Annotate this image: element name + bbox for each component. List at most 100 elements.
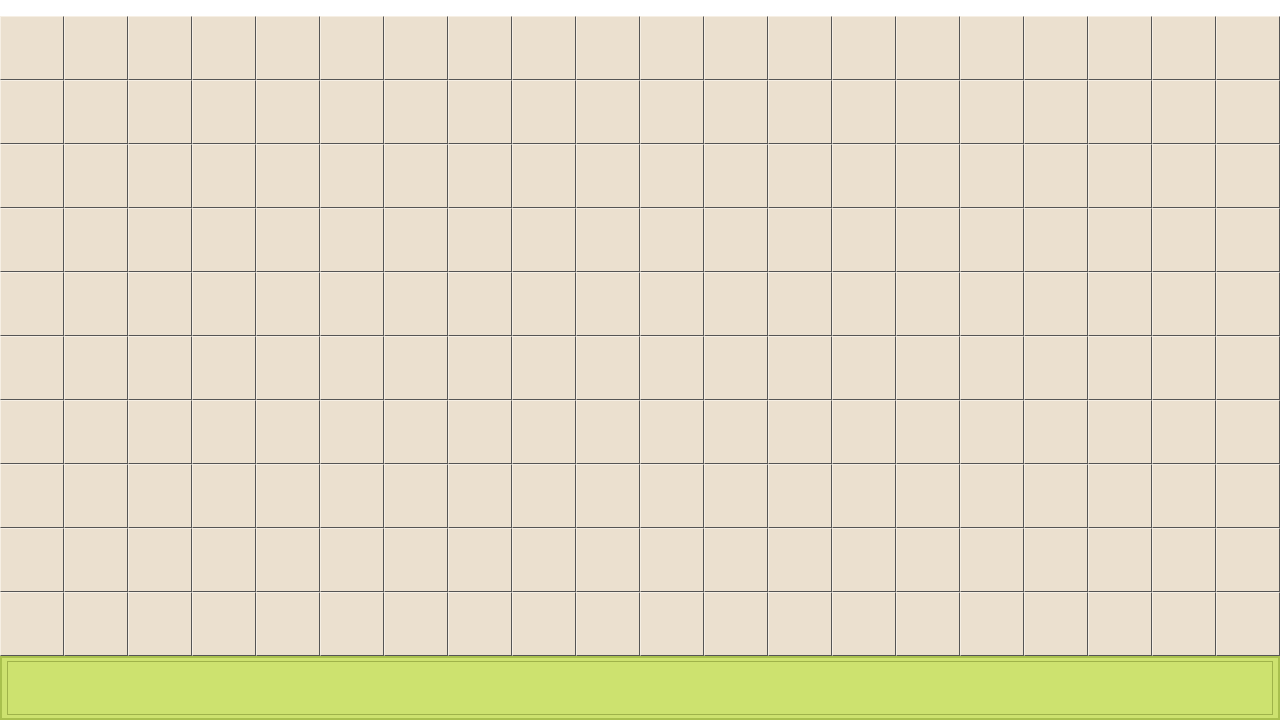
- board-cell[interactable]: [1024, 400, 1088, 464]
- board-cell[interactable]: [1088, 272, 1152, 336]
- board-cell[interactable]: [896, 272, 960, 336]
- board-cell[interactable]: [64, 528, 128, 592]
- board-cell[interactable]: [1024, 592, 1088, 656]
- board-cell[interactable]: [320, 400, 384, 464]
- board-cell[interactable]: [0, 272, 64, 336]
- board-cell[interactable]: [1088, 336, 1152, 400]
- board-cell[interactable]: [320, 144, 384, 208]
- board-cell[interactable]: [896, 464, 960, 528]
- board-cell[interactable]: [384, 144, 448, 208]
- board-cell[interactable]: [320, 336, 384, 400]
- board-cell[interactable]: [1024, 208, 1088, 272]
- board-cell[interactable]: [64, 592, 128, 656]
- board-cell[interactable]: [896, 336, 960, 400]
- board-cell[interactable]: [896, 208, 960, 272]
- board-cell[interactable]: [384, 208, 448, 272]
- board-cell[interactable]: [256, 144, 320, 208]
- board-cell[interactable]: [832, 400, 896, 464]
- board-cell[interactable]: [1216, 592, 1280, 656]
- board-cell[interactable]: [128, 272, 192, 336]
- board-cell[interactable]: [768, 272, 832, 336]
- board-cell[interactable]: [384, 592, 448, 656]
- board-cell[interactable]: [576, 80, 640, 144]
- board-cell[interactable]: [128, 592, 192, 656]
- board-cell[interactable]: [576, 336, 640, 400]
- board-cell[interactable]: [640, 272, 704, 336]
- board-cell[interactable]: [640, 336, 704, 400]
- board-cell[interactable]: [576, 272, 640, 336]
- board-cell[interactable]: [768, 464, 832, 528]
- board-cell[interactable]: [640, 208, 704, 272]
- board-cell[interactable]: [1024, 80, 1088, 144]
- board-cell[interactable]: [1024, 336, 1088, 400]
- board-cell[interactable]: [1024, 16, 1088, 80]
- board-cell[interactable]: [448, 336, 512, 400]
- board-cell[interactable]: [0, 400, 64, 464]
- board-cell[interactable]: [1216, 208, 1280, 272]
- board-cell[interactable]: [192, 336, 256, 400]
- board-cell[interactable]: [256, 16, 320, 80]
- board-cell[interactable]: [1088, 144, 1152, 208]
- board-cell[interactable]: [640, 16, 704, 80]
- board-cell[interactable]: [0, 80, 64, 144]
- board-cell[interactable]: [768, 80, 832, 144]
- board-cell[interactable]: [512, 16, 576, 80]
- board-cell[interactable]: [640, 144, 704, 208]
- board-cell[interactable]: [768, 208, 832, 272]
- board-cell[interactable]: [128, 144, 192, 208]
- board-cell[interactable]: [1088, 528, 1152, 592]
- board-cell[interactable]: [0, 464, 64, 528]
- board-cell[interactable]: [576, 592, 640, 656]
- board-cell[interactable]: [832, 336, 896, 400]
- board-cell[interactable]: [0, 528, 64, 592]
- board-cell[interactable]: [384, 80, 448, 144]
- board-cell[interactable]: [192, 16, 256, 80]
- board-cell[interactable]: [576, 208, 640, 272]
- board-cell[interactable]: [960, 400, 1024, 464]
- board-cell[interactable]: [320, 592, 384, 656]
- board-cell[interactable]: [448, 400, 512, 464]
- board-cell[interactable]: [832, 208, 896, 272]
- board-cell[interactable]: [704, 144, 768, 208]
- board-cell[interactable]: [320, 80, 384, 144]
- board-cell[interactable]: [64, 144, 128, 208]
- board-cell[interactable]: [384, 464, 448, 528]
- board-cell[interactable]: [704, 272, 768, 336]
- board-cell[interactable]: [768, 592, 832, 656]
- board-cell[interactable]: [704, 592, 768, 656]
- board-cell[interactable]: [128, 80, 192, 144]
- board-cell[interactable]: [960, 464, 1024, 528]
- board-cell[interactable]: [768, 528, 832, 592]
- board-cell[interactable]: [1152, 336, 1216, 400]
- board-cell[interactable]: [896, 80, 960, 144]
- board-cell[interactable]: [0, 208, 64, 272]
- board-cell[interactable]: [192, 592, 256, 656]
- board-cell[interactable]: [0, 16, 64, 80]
- board-cell[interactable]: [384, 16, 448, 80]
- board-cell[interactable]: [1152, 16, 1216, 80]
- board-cell[interactable]: [256, 80, 320, 144]
- board-cell[interactable]: [1024, 528, 1088, 592]
- board-cell[interactable]: [576, 528, 640, 592]
- board-cell[interactable]: [960, 592, 1024, 656]
- board-cell[interactable]: [512, 528, 576, 592]
- board-cell[interactable]: [256, 400, 320, 464]
- board-cell[interactable]: [1216, 16, 1280, 80]
- board-cell[interactable]: [512, 272, 576, 336]
- board-cell[interactable]: [832, 592, 896, 656]
- board-cell[interactable]: [64, 400, 128, 464]
- board-cell[interactable]: [1024, 464, 1088, 528]
- board-cell[interactable]: [1152, 208, 1216, 272]
- board-cell[interactable]: [512, 208, 576, 272]
- board-cell[interactable]: [1152, 144, 1216, 208]
- board-cell[interactable]: [896, 400, 960, 464]
- board-cell[interactable]: [704, 528, 768, 592]
- board-cell[interactable]: [448, 528, 512, 592]
- board-cell[interactable]: [448, 80, 512, 144]
- board-cell[interactable]: [832, 80, 896, 144]
- board-cell[interactable]: [896, 16, 960, 80]
- board-cell[interactable]: [512, 464, 576, 528]
- board-cell[interactable]: [1152, 464, 1216, 528]
- board-cell[interactable]: [1152, 80, 1216, 144]
- board-cell[interactable]: [1024, 272, 1088, 336]
